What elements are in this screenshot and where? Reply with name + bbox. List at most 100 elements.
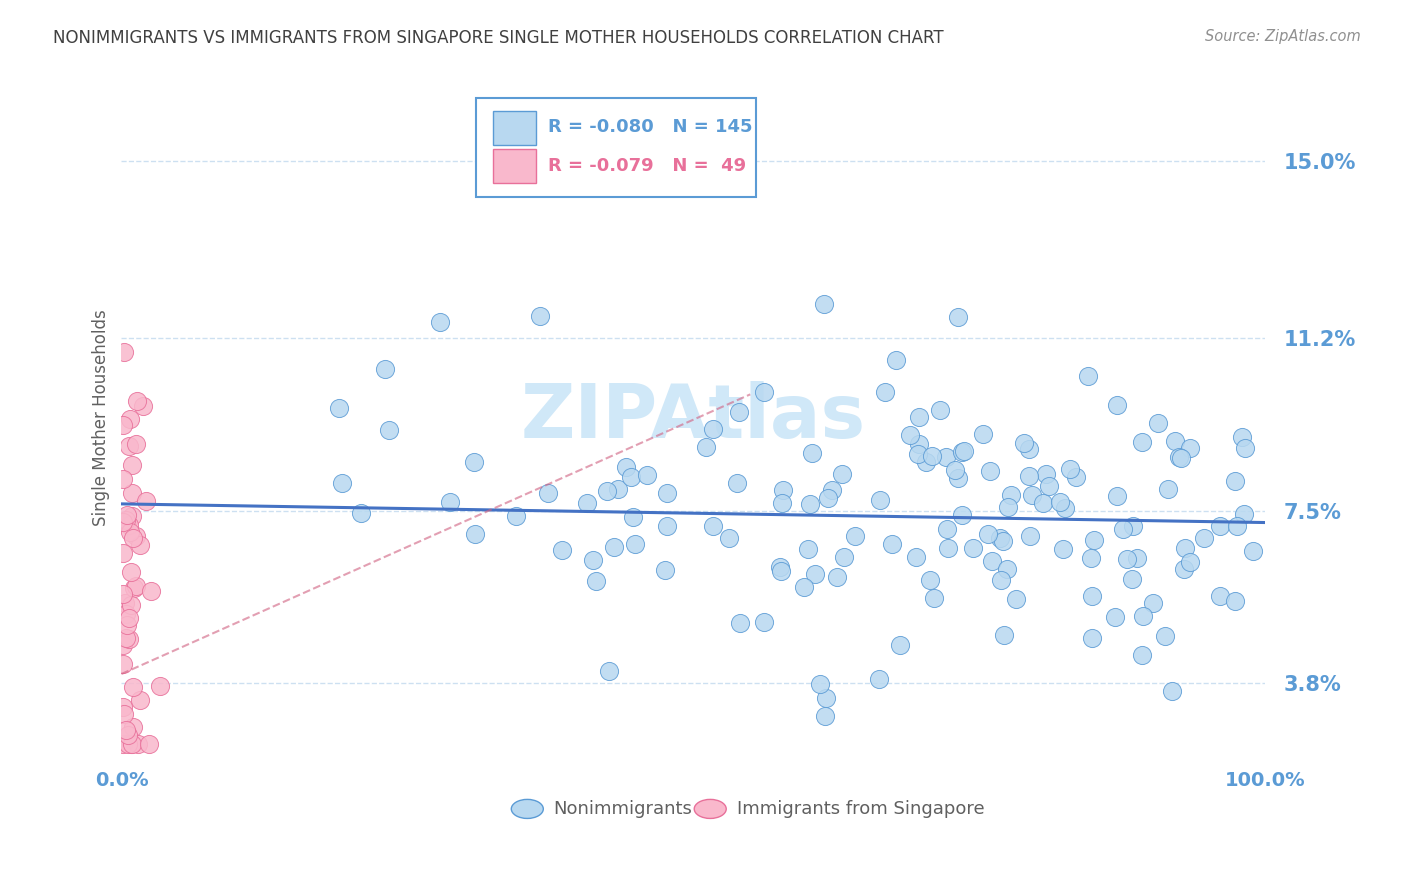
Point — [1077, 368, 1099, 383]
Point — [936, 522, 959, 536]
Point — [112, 344, 135, 359]
Point — [1232, 507, 1254, 521]
Point — [636, 467, 658, 482]
Point — [112, 418, 135, 433]
Point — [377, 423, 399, 437]
Point — [602, 540, 624, 554]
Point — [1018, 469, 1040, 483]
Point — [1167, 450, 1189, 464]
Point — [350, 506, 373, 520]
Point — [1083, 533, 1105, 548]
Point — [149, 679, 172, 693]
Point — [884, 353, 907, 368]
Point — [1081, 589, 1104, 603]
Point — [980, 554, 1002, 568]
Point — [991, 533, 1014, 548]
Point — [1021, 487, 1043, 501]
Point — [1209, 589, 1232, 603]
Point — [1004, 592, 1026, 607]
Point — [125, 529, 148, 543]
Point — [1052, 542, 1074, 557]
Point — [551, 543, 574, 558]
Point — [908, 410, 931, 425]
Point — [127, 737, 149, 751]
Point — [111, 737, 134, 751]
FancyBboxPatch shape — [475, 98, 756, 196]
Point — [770, 496, 793, 510]
Point — [804, 566, 827, 581]
Point — [702, 422, 724, 436]
Point — [950, 445, 973, 459]
Point — [725, 475, 748, 490]
FancyBboxPatch shape — [494, 149, 537, 183]
Point — [1105, 398, 1128, 412]
Point — [946, 310, 969, 324]
Point — [972, 426, 994, 441]
Text: Immigrants from Singapore: Immigrants from Singapore — [737, 800, 984, 818]
Point — [114, 596, 136, 610]
Point — [1054, 500, 1077, 515]
Point — [1066, 470, 1088, 484]
Point — [606, 483, 628, 497]
Point — [118, 411, 141, 425]
Text: R = -0.080   N = 145: R = -0.080 N = 145 — [548, 118, 752, 136]
Text: NONIMMIGRANTS VS IMMIGRANTS FROM SINGAPORE SINGLE MOTHER HOUSEHOLDS CORRELATION : NONIMMIGRANTS VS IMMIGRANTS FROM SINGAPO… — [53, 29, 943, 46]
Text: Source: ZipAtlas.com: Source: ZipAtlas.com — [1205, 29, 1361, 44]
Point — [117, 737, 139, 751]
Point — [111, 700, 134, 714]
Point — [115, 513, 138, 527]
Point — [118, 524, 141, 539]
Text: ZIPAtlas: ZIPAtlas — [520, 381, 866, 454]
Point — [797, 542, 820, 557]
FancyBboxPatch shape — [494, 112, 537, 145]
Point — [111, 515, 134, 529]
Point — [1163, 434, 1185, 449]
Point — [825, 570, 848, 584]
Point — [814, 708, 837, 723]
Point — [1142, 596, 1164, 610]
Point — [832, 549, 855, 564]
Point — [121, 737, 143, 751]
Circle shape — [512, 799, 543, 819]
Point — [620, 470, 643, 484]
Point — [118, 518, 141, 533]
Point — [129, 538, 152, 552]
Point — [1225, 594, 1247, 608]
Point — [1130, 648, 1153, 663]
Point — [873, 384, 896, 399]
Point — [657, 485, 679, 500]
Point — [800, 446, 823, 460]
Point — [821, 483, 844, 497]
Point — [920, 573, 942, 587]
Point — [115, 723, 138, 737]
Point — [772, 483, 794, 498]
Point — [657, 519, 679, 533]
Point — [907, 447, 929, 461]
Point — [1161, 684, 1184, 698]
Point — [904, 549, 927, 564]
Point — [1192, 531, 1215, 545]
Point — [754, 615, 776, 629]
Point — [1112, 522, 1135, 536]
Point — [1038, 478, 1060, 492]
Point — [139, 583, 162, 598]
Point — [1173, 562, 1195, 576]
Point — [120, 598, 142, 612]
Point — [117, 728, 139, 742]
Point — [915, 455, 938, 469]
Point — [596, 483, 619, 498]
Point — [728, 616, 751, 631]
Point — [1018, 442, 1040, 456]
Point — [330, 475, 353, 490]
Point — [598, 665, 620, 679]
Point — [1178, 555, 1201, 569]
Point — [121, 458, 143, 472]
Point — [844, 528, 866, 542]
Point — [1035, 467, 1057, 481]
Point — [979, 464, 1001, 478]
Point — [868, 672, 890, 686]
Point — [995, 562, 1018, 576]
Point — [582, 553, 605, 567]
Point — [898, 427, 921, 442]
Point — [537, 486, 560, 500]
